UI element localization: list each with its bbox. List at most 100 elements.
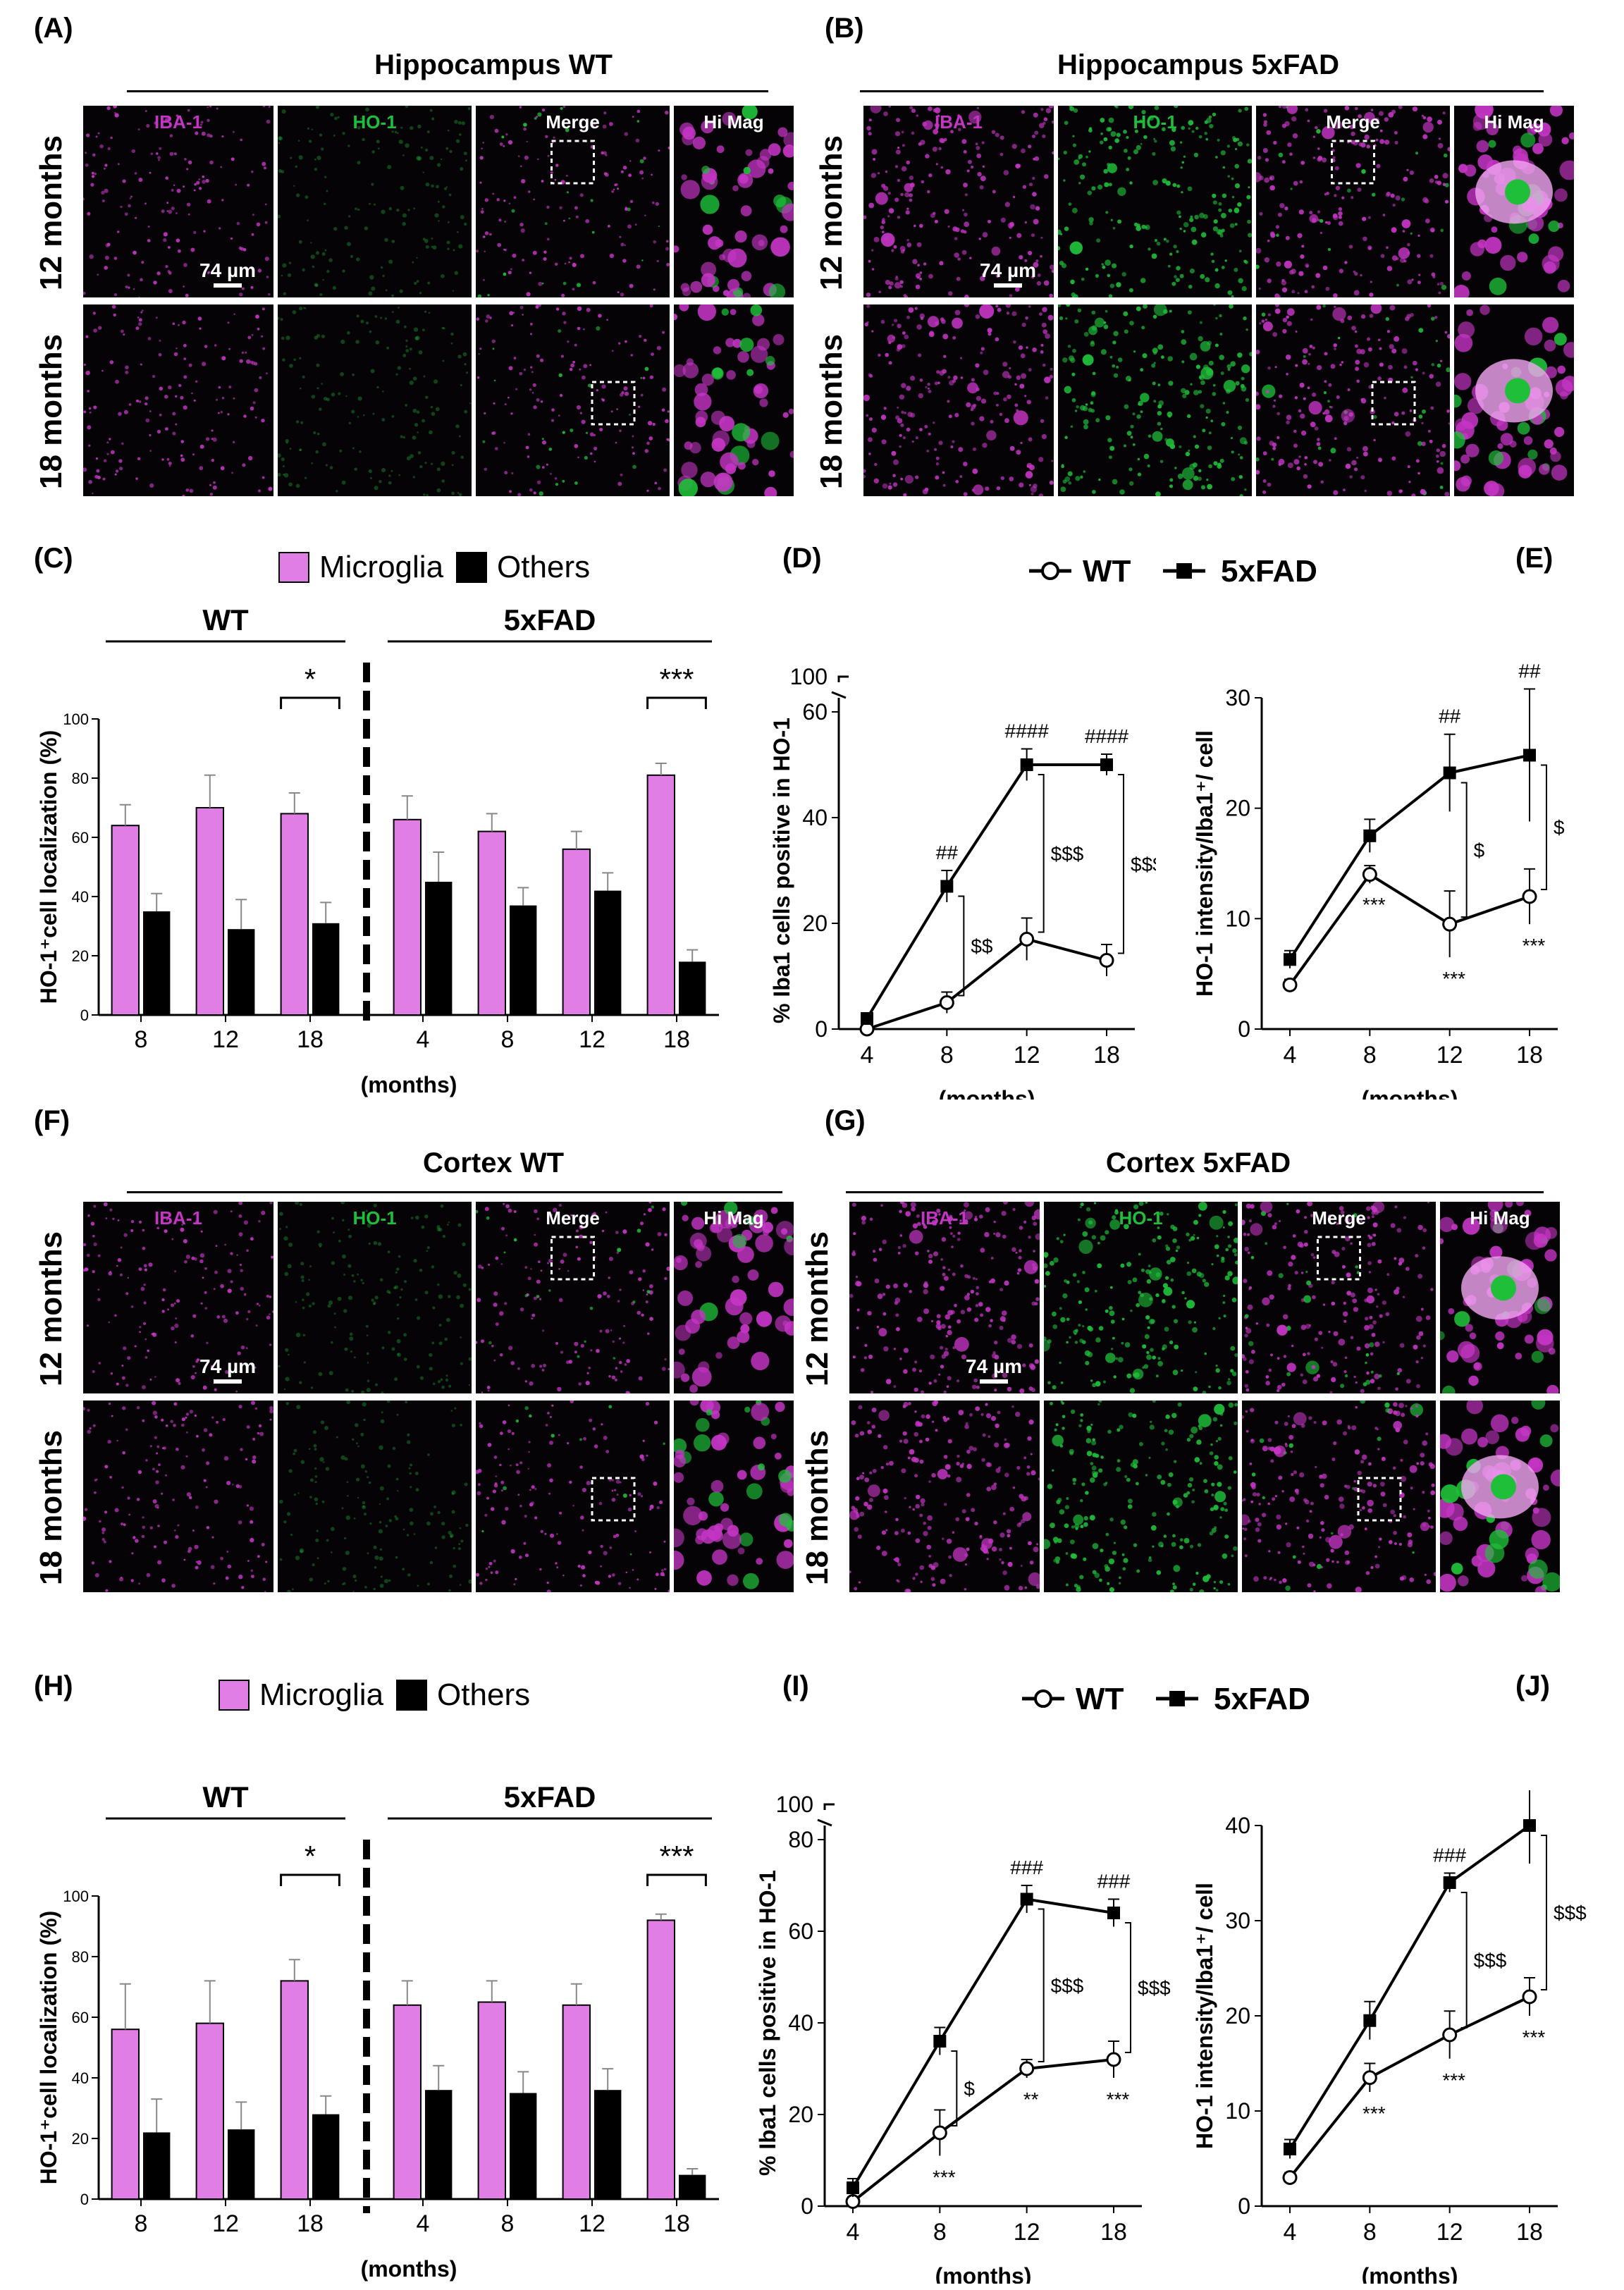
data-point-wt <box>932 2125 947 2141</box>
y-tick-label: 0 <box>801 2193 813 2219</box>
micrograph-a-ho-1-r2 <box>278 304 472 496</box>
panel-label-j: (J) <box>1515 1670 1550 1701</box>
wt-legend-marker <box>1034 1689 1052 1708</box>
y-tick-label: 60 <box>788 1919 813 1944</box>
channel-label: Hi Mag <box>703 111 764 133</box>
significance-star: *** <box>1442 968 1465 990</box>
y-tick-label: 30 <box>1225 685 1250 710</box>
x-tick-label: 8 <box>501 1026 515 1053</box>
scale-bar-line <box>214 1379 242 1384</box>
micrograph-signal <box>1242 1202 1434 1393</box>
significance-hash: ## <box>1518 663 1541 682</box>
y-tick-label: 0 <box>815 1016 828 1042</box>
panel-label-d: (D) <box>782 543 822 574</box>
channel-label: HO-1 <box>1133 111 1177 133</box>
row-label-18-months: 18 months <box>800 1429 835 1585</box>
micrograph-a-hi-mag-r1: Hi Mag <box>674 106 794 297</box>
x-tick-label: 8 <box>1363 2219 1377 2246</box>
axis-break <box>817 1803 835 1840</box>
channel-label: IBA-1 <box>154 1207 202 1229</box>
micrograph-signal <box>279 1401 472 1592</box>
comparison-label: $$$ <box>1051 843 1084 865</box>
y-tick-label: 20 <box>1225 2003 1250 2029</box>
micrograph-signal <box>1058 106 1252 297</box>
zoom-region-box <box>550 1236 595 1281</box>
bar-others <box>594 2090 622 2199</box>
scale-bar: 74 µm <box>969 259 1047 288</box>
y-tick-label: 80 <box>72 770 89 787</box>
micrograph-g-ho-1-r1: HO-1 <box>1044 1202 1238 1393</box>
series-line-wt <box>1288 1995 1530 2179</box>
channel-label: Merge <box>546 111 600 133</box>
micrograph-signal <box>674 1202 794 1393</box>
micrograph-b-ho-1-r1: HO-1 <box>1058 106 1252 297</box>
others-swatch <box>456 552 488 583</box>
bar-microglia <box>646 1919 675 2200</box>
micrograph-signal <box>476 1401 670 1592</box>
panel-label-c: (C) <box>34 543 73 574</box>
fad-legend-marker <box>1176 563 1192 579</box>
y-tick-label: 40 <box>788 2010 813 2036</box>
micrograph-signal <box>1440 1401 1560 1592</box>
significance-star: *** <box>1362 894 1386 916</box>
y-axis-label: HO-1 intensity/Iba1⁺/ cell <box>1192 730 1217 997</box>
micrograph-signal <box>1440 1202 1559 1393</box>
panel-f-title: Cortex WT <box>423 1147 564 1178</box>
comparison-bracket <box>951 2050 958 2126</box>
significance-star: *** <box>1522 935 1546 956</box>
series-line-wt <box>851 2058 1114 2203</box>
micrograph-signal <box>83 1401 273 1592</box>
significance-label: * <box>304 1840 316 1873</box>
micrograph-signal <box>83 106 271 297</box>
bar-microglia <box>280 813 309 1016</box>
micrograph-signal <box>278 1202 472 1393</box>
legend-others-label: Others <box>437 1678 531 1712</box>
micrograph-f-iba-1-r2 <box>83 1401 273 1592</box>
bar-microglia <box>280 1980 309 2200</box>
data-point-5xfad <box>1107 1907 1120 1919</box>
micrograph-f-iba-1-r1: IBA-1 74 µm <box>83 1202 273 1393</box>
panel-g-underline <box>846 1191 1544 1193</box>
x-tick-label: 18 <box>297 1026 324 1053</box>
y-tick-label: 20 <box>72 2130 89 2148</box>
bar-others <box>679 961 706 1015</box>
significance-star: *** <box>1522 2026 1546 2048</box>
data-point-wt <box>1282 2170 1298 2185</box>
micrograph-g-iba-1-r1: IBA-1 74 µm <box>849 1202 1040 1393</box>
micrograph-signal <box>1256 304 1450 496</box>
y-tick-label: 100 <box>63 1888 89 1905</box>
row-label-18-months: 18 months <box>34 333 68 489</box>
row-label-18-months: 18 months <box>34 1429 68 1585</box>
micrograph-signal <box>863 106 1054 297</box>
comparison-label: $$ <box>971 935 993 957</box>
channel-label: Hi Mag <box>1470 1207 1530 1229</box>
x-tick-label: 4 <box>861 1042 874 1069</box>
bar-legend-h: Microglia Others <box>219 1678 530 1713</box>
zoom-region-box <box>591 381 636 426</box>
bar-microglia <box>111 2029 140 2200</box>
bar-others <box>425 882 453 1015</box>
micrograph-g-iba-1-r2 <box>849 1401 1040 1592</box>
micrograph-b-iba-1-r2 <box>863 304 1054 496</box>
micrograph-g-ho-1-r2 <box>1044 1401 1238 1592</box>
y-tick-label: 30 <box>1225 1908 1250 1933</box>
data-point-wt <box>939 995 954 1010</box>
micrograph-signal <box>1044 1401 1238 1592</box>
significance-hash: ### <box>1433 1845 1466 1866</box>
group-label: 5xFAD <box>504 1780 596 1814</box>
zoom-region-box <box>1357 1477 1402 1522</box>
group-label: WT <box>202 1780 249 1814</box>
channel-label: IBA-1 <box>935 111 983 133</box>
bar-others <box>143 911 171 1015</box>
y-tick-label: 0 <box>1238 1016 1250 1042</box>
x-tick-label: 4 <box>1284 1042 1297 1069</box>
row-label-12-months: 12 months <box>800 1231 835 1386</box>
panel-label-b: (B) <box>825 13 864 44</box>
comparison-label: $$$ <box>1474 1950 1507 1971</box>
y-axis-label: HO-1⁺cell localization (%) <box>36 730 61 1004</box>
x-tick-label: 8 <box>135 1026 148 1053</box>
y-tick-label: 0 <box>1238 2193 1250 2219</box>
significance-star: *** <box>1442 2069 1465 2091</box>
bar-others <box>679 2174 706 2199</box>
